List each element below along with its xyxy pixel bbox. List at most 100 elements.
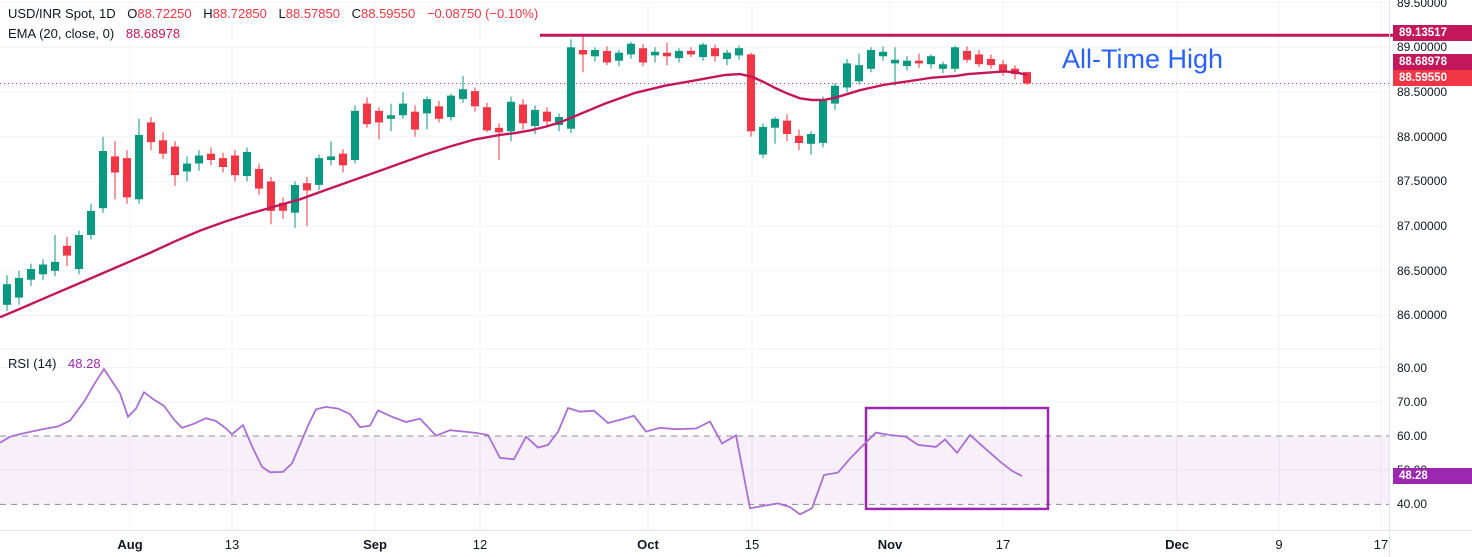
price-axis-badge: 88.68978 (1393, 54, 1472, 70)
symbol-title[interactable]: USD/INR Spot, 1D (8, 6, 116, 21)
candle-body (675, 50, 683, 59)
time-axis-label: 12 (472, 537, 488, 552)
rsi-axis-label: 60.00 (1397, 429, 1428, 443)
candle-body (399, 103, 407, 116)
price-axis-label: 86.50000 (1397, 264, 1448, 278)
candle-body (507, 101, 515, 132)
close-value: 88.59550 (361, 6, 416, 21)
candle-body (543, 111, 551, 122)
rsi-line (0, 367, 1023, 516)
candle-body (939, 64, 947, 69)
candle-body (591, 50, 599, 57)
symbol-legend: USD/INR Spot, 1D O88.72250 H88.72850 L88… (8, 6, 538, 21)
candle-body (687, 50, 695, 55)
candle-body (375, 110, 383, 123)
candle-body (639, 48, 647, 63)
rsi-legend: RSI (14) 48.28 (8, 356, 101, 371)
candle-body (39, 264, 47, 275)
close-label: C (351, 6, 361, 21)
candle-body (315, 158, 323, 185)
candle-body (27, 269, 35, 280)
candle-body (567, 47, 575, 129)
candle-body (171, 146, 179, 176)
ema-value: 88.68978 (125, 26, 181, 41)
time-axis-label: Oct (637, 537, 659, 552)
ema-legend: EMA (20, close, 0) 88.68978 (8, 26, 180, 41)
candle-body (1023, 72, 1031, 84)
time-axis-label: Dec (1165, 537, 1189, 552)
candle-body (435, 106, 443, 119)
candle-body (75, 235, 83, 269)
candle-body (339, 153, 347, 166)
candle-body (99, 151, 107, 209)
price-axis-badge: 89.13517 (1393, 25, 1472, 41)
candle-body (495, 127, 503, 133)
candle-body (699, 44, 707, 58)
price-axis-label: 89.50000 (1397, 0, 1448, 10)
time-axis-label: 13 (224, 537, 240, 552)
candle-body (879, 51, 887, 57)
candle-body (855, 65, 863, 82)
candle-body (303, 183, 311, 191)
candle-body (195, 155, 203, 164)
candle-body (903, 60, 911, 67)
change-value: −0.08750 (−0.10%) (426, 6, 539, 21)
candle-body (207, 153, 215, 160)
candle-body (795, 135, 803, 143)
price-axis-label: 86.00000 (1397, 308, 1448, 322)
rsi-highlight-rectangle[interactable] (864, 406, 1050, 511)
candle-body (267, 181, 275, 211)
open-value: 88.72250 (137, 6, 192, 21)
candle-body (999, 64, 1007, 73)
time-axis[interactable]: Aug 13 Sep 12 Oct 15 Nov 17 Dec 9 17 (0, 530, 1472, 557)
candle-body (771, 118, 779, 128)
all-time-high-annotation[interactable]: All-Time High (1062, 44, 1224, 74)
candle-body (411, 111, 419, 130)
rsi-value: 48.28 (68, 356, 101, 371)
candle-body (219, 158, 227, 167)
candle-body (63, 245, 71, 256)
price-axis-label: 87.50000 (1397, 174, 1448, 188)
candle-body (579, 50, 587, 55)
candle-body (243, 151, 251, 176)
candle-body (867, 50, 875, 69)
candle-body (915, 60, 923, 64)
low-label: L (278, 6, 286, 21)
candle-body (783, 120, 791, 134)
candle-body (843, 63, 851, 88)
price-axis-label: 88.50000 (1397, 85, 1448, 99)
time-axis-label: 15 (744, 537, 760, 552)
candle-body (111, 156, 119, 173)
time-axis-label: 9 (1275, 537, 1283, 552)
candle-body (15, 277, 23, 298)
candle-body (723, 52, 731, 59)
candle-body (975, 54, 983, 65)
candle-body (447, 95, 455, 118)
candle-body (423, 99, 431, 114)
candle-body (891, 59, 899, 64)
candle-body (615, 52, 623, 61)
candle-body (159, 140, 167, 154)
candle-body (255, 168, 263, 189)
candle-body (603, 50, 611, 63)
candle-body (147, 122, 155, 143)
rsi-axis-label: 40.00 (1397, 497, 1428, 511)
candle-body (351, 110, 359, 160)
candle-body (807, 134, 815, 144)
candle-body (759, 126, 767, 155)
candle-body (651, 51, 659, 56)
candle-body (363, 103, 371, 125)
candle-body (555, 117, 563, 125)
candle-body (963, 50, 971, 60)
candle-body (531, 109, 539, 126)
ema-label[interactable]: EMA (20, close, 0) (8, 26, 115, 41)
high-label: H (203, 6, 213, 21)
candle-body (735, 48, 743, 56)
rsi-label[interactable]: RSI (14) (8, 356, 57, 371)
candle-body (951, 47, 959, 69)
candle-body (819, 100, 827, 143)
price-axis-label: 87.00000 (1397, 219, 1448, 233)
